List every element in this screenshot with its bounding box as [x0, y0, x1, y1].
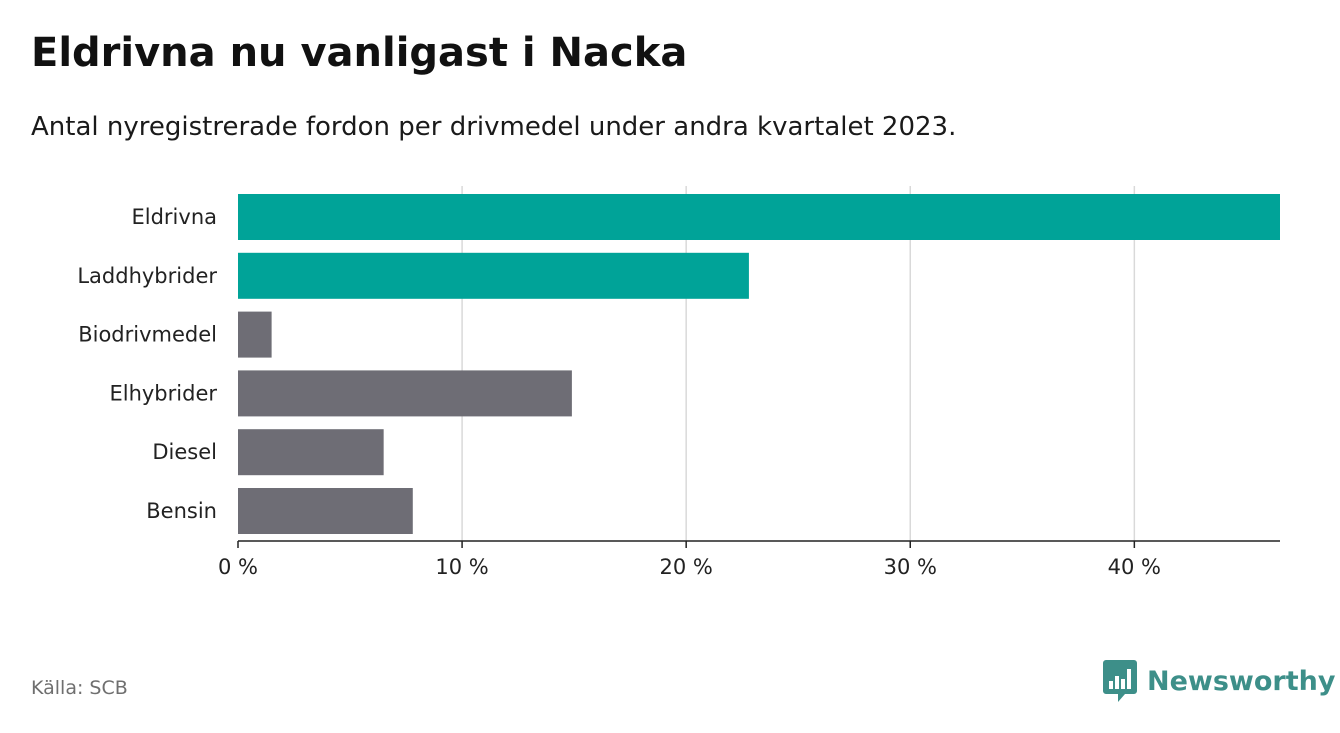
category-label: Elhybrider: [109, 381, 217, 405]
newsworthy-logo-icon: [1103, 660, 1137, 702]
category-label: Eldrivna: [131, 205, 217, 229]
bar-laddhybrider: [238, 252, 749, 299]
category-label: Laddhybrider: [77, 264, 217, 288]
brand-logo: Newsworthy: [1103, 660, 1335, 702]
x-axis: 0 % 10 % 20 % 30 % 40 %: [218, 540, 1280, 579]
gridlines: [461, 186, 1136, 541]
bar-elhybrider: [238, 370, 572, 417]
bar-biodrivmedel: [238, 311, 272, 358]
x-tick-label: 40 %: [1108, 555, 1161, 579]
category-label: Biodrivmedel: [78, 323, 217, 347]
x-tick-label: 10 %: [435, 555, 488, 579]
bar-bensin: [238, 488, 413, 534]
source-note: Källa: SCB: [31, 677, 128, 699]
x-tick-label: 30 %: [884, 555, 937, 579]
x-tick-label: 0 %: [218, 555, 258, 579]
chart-title: Eldrivna nu vanligast i Nacka: [31, 30, 688, 76]
category-labels: Eldrivna Laddhybrider Biodrivmedel Elhybrid…: [77, 205, 217, 523]
brand-name: Newsworthy: [1147, 665, 1336, 697]
category-label: Diesel: [152, 440, 217, 464]
bar-diesel: [238, 429, 384, 476]
bar-eldrivna: [238, 194, 1280, 240]
bar-chart: 0 % 10 % 20 % 30 % 40 % Eldrivna Laddhybrider…: [77, 186, 1280, 579]
chart-subtitle: Antal nyregistrerade fordon per drivmede…: [31, 112, 957, 142]
bars: [238, 194, 1280, 534]
x-tick-label: 20 %: [659, 555, 712, 579]
category-label: Bensin: [146, 499, 217, 523]
